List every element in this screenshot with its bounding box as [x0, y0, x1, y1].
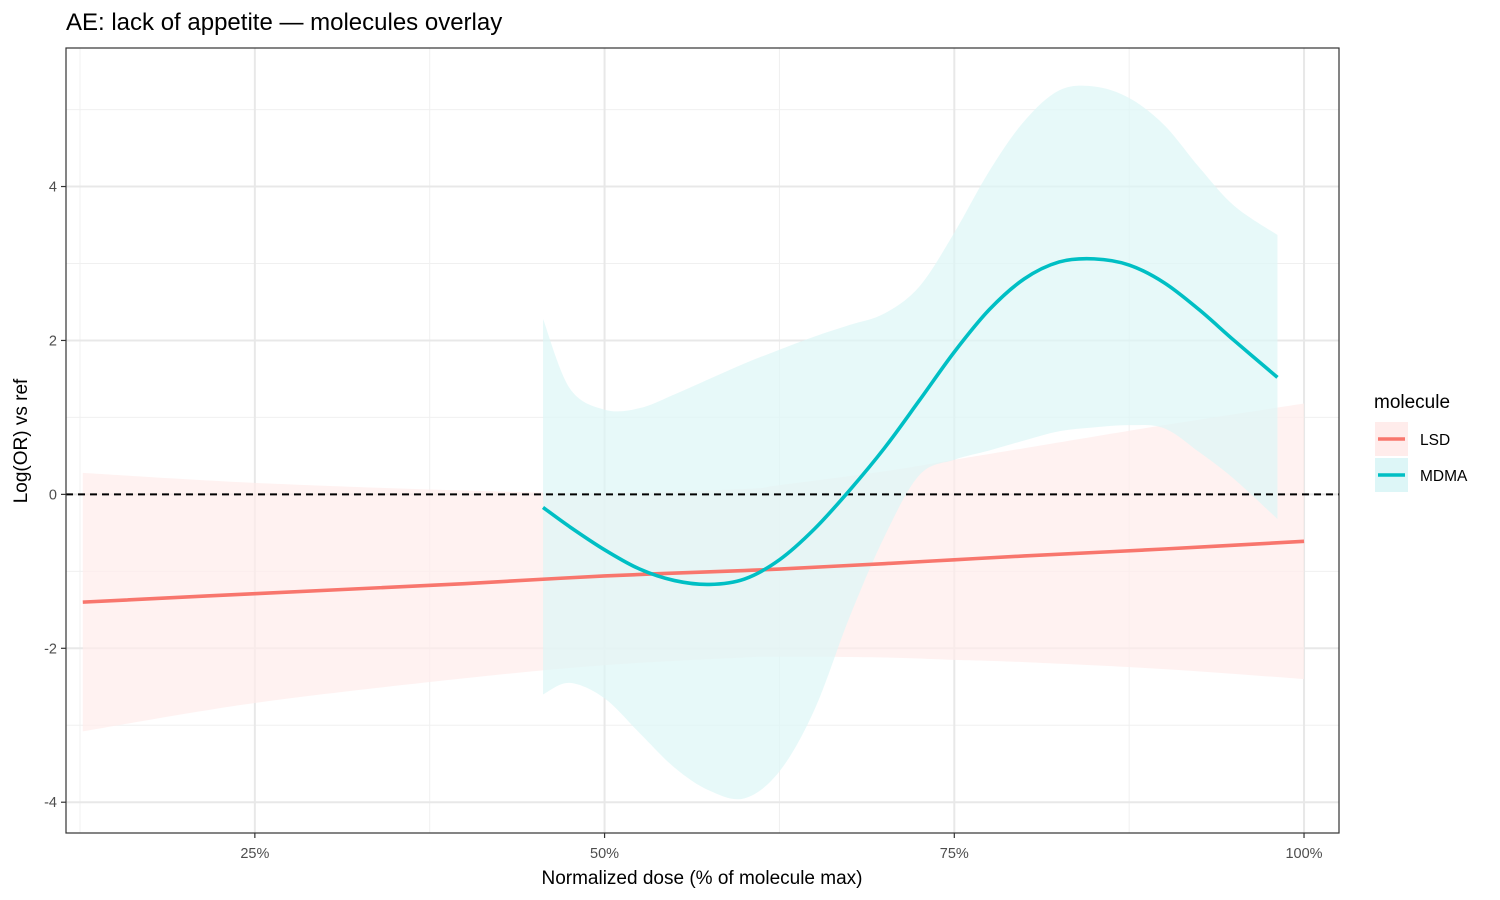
chart-title: AE: lack of appetite — molecules overlay: [66, 9, 502, 36]
legend-items: LSD MDMA: [1375, 422, 1468, 492]
legend: molecule LSD MDMA: [1374, 392, 1468, 492]
x-tick-label: 25%: [240, 846, 269, 862]
y-tick-label: 4: [49, 180, 57, 196]
x-tick-label: 75%: [940, 846, 969, 862]
x-axis-label: Normalized dose (% of molecule max): [541, 868, 862, 889]
series-lines: [82, 256, 1305, 604]
legend-title: molecule: [1374, 392, 1450, 413]
x-tick-label: 100%: [1285, 846, 1322, 862]
y-tick-label: 0: [49, 487, 57, 503]
plot-panel: [65, 47, 1340, 834]
line-mdma: [541, 256, 1279, 587]
y-tick-label: -4: [44, 795, 57, 811]
y-tick-label: 2: [49, 333, 57, 349]
confidence-bands: [82, 85, 1305, 800]
legend-item-lsd: LSD: [1375, 422, 1450, 456]
y-axis-label: Log(OR) vs ref: [11, 378, 32, 503]
plot-border: [65, 47, 1340, 834]
y-tick-label: -2: [44, 641, 57, 657]
legend-item-mdma: MDMA: [1375, 458, 1468, 492]
band-mdma: [543, 85, 1278, 800]
legend-label-lsd: LSD: [1420, 432, 1450, 449]
x-axis-ticks: 25% 50% 75% 100%: [240, 833, 1323, 862]
x-tick-label: 50%: [590, 846, 619, 862]
legend-label-mdma: MDMA: [1420, 468, 1468, 485]
y-axis-ticks: -4 -2 0 2 4: [44, 180, 66, 811]
